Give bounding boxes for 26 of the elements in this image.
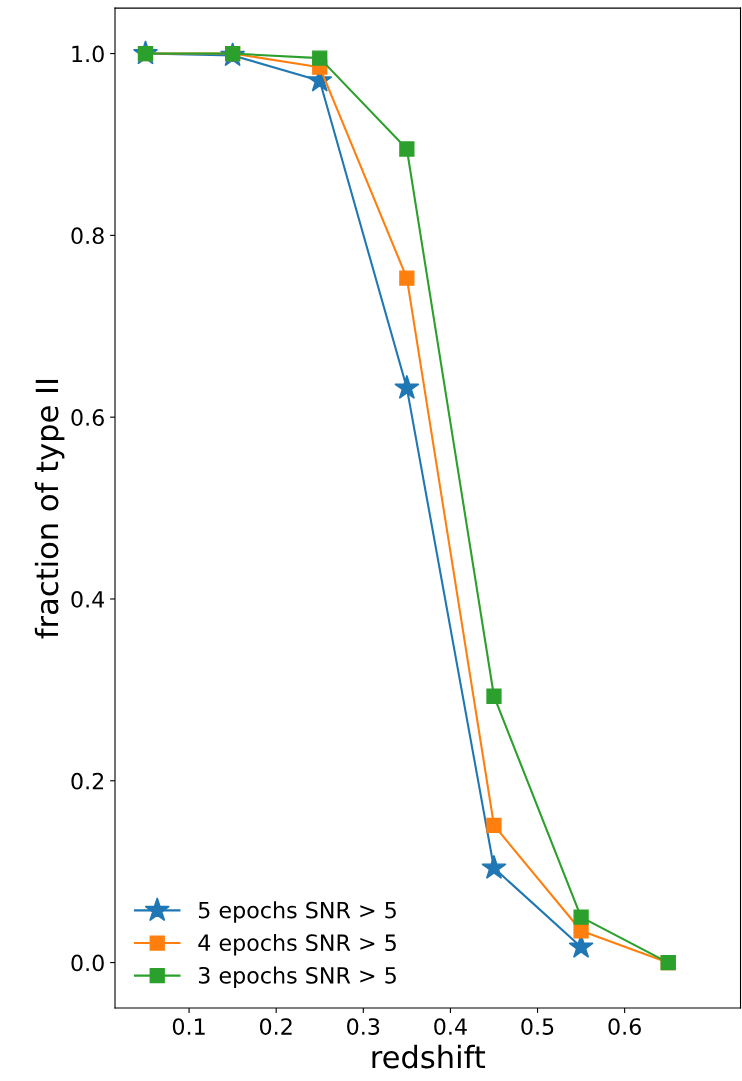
y-tick-label: 0.6 xyxy=(71,409,104,426)
x-tick-label: 0.1 xyxy=(172,1018,205,1035)
point xyxy=(486,817,502,833)
point xyxy=(394,374,420,399)
x-tick-label: 0.4 xyxy=(434,1018,467,1035)
point xyxy=(399,270,415,286)
point xyxy=(312,50,328,66)
legend-label: 3 epochs SNR > 5 xyxy=(198,966,396,989)
y-tick-label: 1.0 xyxy=(72,45,104,63)
legend-label: 4 epochs SNR > 5 xyxy=(198,933,396,956)
point xyxy=(486,688,502,704)
point xyxy=(573,923,589,939)
y-tick-label: 0.2 xyxy=(71,772,104,790)
y-tick-label: 0.4 xyxy=(71,590,105,608)
x-tick-label: 0.3 xyxy=(347,1018,380,1035)
point xyxy=(399,141,415,157)
point xyxy=(481,854,507,879)
x-tick-label: 0.6 xyxy=(608,1018,641,1035)
x-tick-label: 0.5 xyxy=(521,1018,554,1035)
legend-label: 5 epochs SNR > 5 xyxy=(198,901,396,923)
y-tick-label: 0.0 xyxy=(71,954,104,972)
x-axis-title: redshift xyxy=(372,1044,486,1069)
y-axis-title: fraction of type II xyxy=(34,379,65,639)
y-tick-label: 0.8 xyxy=(71,227,104,245)
point xyxy=(573,909,589,925)
x-tick-label: 0.2 xyxy=(259,1018,292,1035)
